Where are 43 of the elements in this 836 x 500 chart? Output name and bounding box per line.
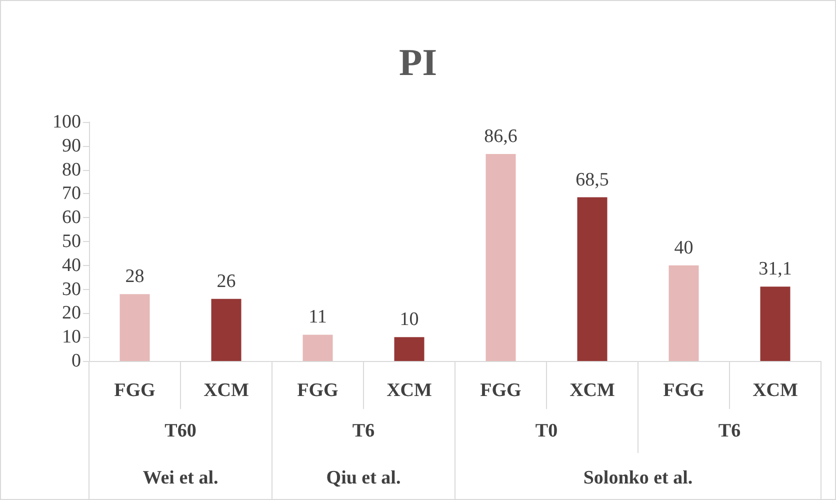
y-tick-label: 70: [62, 183, 81, 204]
text: T6: [352, 420, 375, 442]
data-label: 10: [400, 309, 419, 330]
y-tick-label: 0: [72, 350, 81, 372]
y-tick-label: 90: [62, 135, 81, 156]
data-label: 86,6: [484, 126, 518, 148]
text: Qiu et al.: [326, 468, 401, 488]
x-tick-label: FGG: [480, 380, 522, 401]
x-tick-label: FGG: [663, 380, 705, 401]
text: Wei et al.: [142, 468, 218, 488]
data-label: 26: [216, 270, 236, 292]
x-tick-label: XCM: [752, 380, 798, 401]
y-tick-label: 40: [62, 254, 81, 276]
x-tick-label: FGG: [297, 380, 339, 401]
text: T6: [718, 420, 741, 442]
bar: [668, 265, 699, 361]
data-label: 28: [125, 266, 144, 288]
y-tick-label: 50: [62, 231, 81, 252]
x-tick-label: XCM: [386, 380, 432, 401]
text: Solonko et al.: [583, 468, 693, 488]
bar: [760, 286, 790, 361]
bar: [302, 334, 333, 361]
bar: [211, 298, 242, 361]
bar: [577, 197, 608, 361]
text: T60: [164, 420, 196, 442]
y-tick-label: 10: [62, 326, 81, 348]
y-tick-label: 30: [62, 278, 81, 300]
data-label: 40: [674, 237, 694, 258]
data-label: 68,5: [576, 169, 609, 190]
bar: [394, 337, 424, 361]
x-tick-label: XCM: [204, 380, 249, 401]
y-tick-label: 100: [52, 112, 81, 132]
x-tick-label: FGG: [114, 380, 156, 401]
data-label: 31,1: [758, 258, 792, 280]
bar: [120, 294, 150, 361]
y-tick-label: 80: [62, 159, 81, 180]
y-tick-label: 20: [62, 302, 81, 324]
data-label: 11: [308, 306, 327, 328]
y-tick-label: 60: [62, 207, 81, 228]
x-tick-label: XCM: [570, 380, 615, 401]
text: T0: [535, 420, 558, 442]
bar: [486, 154, 516, 361]
chart-title: PI: [399, 42, 437, 84]
